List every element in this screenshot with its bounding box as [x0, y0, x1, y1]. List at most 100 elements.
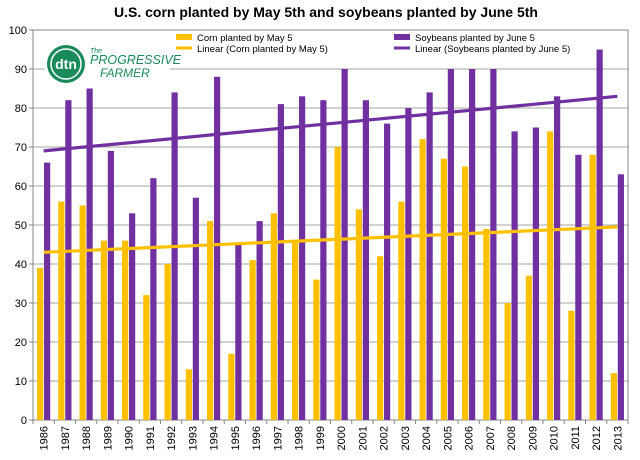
- logo-the: The: [90, 48, 102, 55]
- soybean-bar-2009: [532, 127, 539, 420]
- soybean-bar-1999: [320, 100, 327, 420]
- corn-bar-1991: [143, 295, 150, 420]
- soybean-bar-2006: [469, 69, 476, 420]
- soybean-bar-1996: [256, 221, 263, 420]
- x-tick-label: 2010: [549, 426, 561, 450]
- corn-bar-2010: [547, 131, 554, 420]
- logo-line1: PROGRESSIVE: [90, 53, 182, 67]
- soybean-bar-2001: [362, 100, 369, 420]
- soybean-bar-1992: [171, 92, 178, 421]
- x-tick-label: 1988: [81, 426, 93, 450]
- x-tick-label: 1991: [145, 426, 157, 450]
- x-tick-label: 1998: [294, 426, 306, 450]
- x-tick-label: 2005: [442, 426, 454, 450]
- soybean-bar-2005: [447, 69, 454, 420]
- soybean-bar-1994: [214, 76, 221, 421]
- corn-bar-1990: [122, 240, 129, 420]
- soybean-bar-1987: [65, 100, 72, 420]
- soybean-bar-1997: [277, 104, 284, 420]
- corn-bar-1996: [249, 260, 256, 420]
- x-tick-label: 1996: [251, 426, 263, 450]
- y-tick-label: 0: [21, 415, 27, 427]
- legend-swatch-bar: [176, 34, 192, 40]
- logo-badge-icon: [47, 45, 85, 83]
- corn-bar-2006: [462, 166, 469, 420]
- corn-bar-2012: [589, 154, 596, 421]
- y-tick-label: 80: [15, 103, 27, 115]
- soybean-bar-2004: [426, 92, 433, 421]
- soybean-bar-2012: [596, 49, 603, 420]
- soybean-bar-2000: [341, 69, 348, 420]
- soybean-bar-2003: [405, 108, 412, 420]
- legend-swatch-bar: [394, 34, 410, 40]
- corn-bar-1995: [228, 353, 235, 420]
- soybean-bar-1993: [192, 197, 199, 420]
- plot-area: 0 10 20 30 40 50 60 70 80 90 100 1986 1987 1988 1989 19…: [9, 25, 629, 450]
- corn-bar-1999: [313, 279, 320, 420]
- x-tick-label: 1997: [272, 426, 284, 450]
- y-tick-label: 40: [15, 259, 27, 271]
- x-tick-label: 1986: [39, 426, 51, 450]
- x-tick-label: 2004: [421, 426, 433, 450]
- x-tick-label: 1990: [124, 426, 136, 450]
- x-tick-label: 2000: [336, 426, 348, 450]
- x-tick-label: 2006: [464, 426, 476, 450]
- corn-trendline: [43, 225, 618, 254]
- soybean-bar-1988: [86, 88, 93, 420]
- chart-title: U.S. corn planted by May 5th and soybean…: [114, 4, 538, 20]
- x-tick-label: 1994: [209, 426, 221, 450]
- corn-bar-2000: [334, 147, 341, 420]
- soybean-bar-1991: [150, 178, 157, 420]
- corn-bar-1998: [292, 240, 299, 420]
- corn-bar-2004: [419, 139, 426, 420]
- corn-bar-1997: [270, 213, 277, 420]
- x-tick-label: 1995: [230, 426, 242, 450]
- x-tick-label: 1989: [102, 426, 114, 450]
- y-tick-label: 60: [15, 181, 27, 193]
- legend-entry: Corn planted by May 5: [197, 33, 293, 44]
- y-tick-label: 70: [15, 142, 27, 154]
- soybean-bar-2011: [575, 154, 582, 421]
- x-tick-label: 1987: [60, 426, 72, 450]
- soybean-bar-2010: [554, 96, 561, 421]
- corn-bar-2011: [568, 310, 575, 420]
- legend-entry: Linear (Corn planted by May 5): [197, 44, 328, 55]
- corn-bar-2008: [504, 303, 511, 420]
- x-tick-label: 1999: [315, 426, 327, 450]
- corn-bar-1988: [79, 205, 86, 420]
- soybean-bar-2007: [490, 69, 497, 420]
- logo-badge-ring: [50, 48, 82, 80]
- x-tick-label: 1992: [166, 426, 178, 450]
- soybean-bar-1998: [299, 96, 306, 421]
- y-tick-label: 30: [15, 298, 27, 310]
- x-tick-label: 2009: [527, 426, 539, 450]
- corn-bar-1992: [164, 264, 171, 420]
- y-tick-label: 100: [9, 25, 27, 37]
- y-tick-label: 10: [15, 376, 27, 388]
- x-tick-label: 2013: [612, 426, 624, 450]
- y-tick-label: 50: [15, 220, 27, 232]
- soybean-trendline: [43, 94, 618, 153]
- corn-bar-2009: [525, 275, 532, 420]
- logo-badge-text: dtn: [55, 56, 77, 72]
- corn-bar-2001: [355, 209, 362, 420]
- corn-bar-1994: [207, 221, 214, 420]
- corn-bar-1987: [58, 201, 65, 420]
- y-tick-label: 90: [15, 64, 27, 76]
- corn-bar-2013: [610, 373, 617, 420]
- x-tick-label: 2001: [357, 426, 369, 450]
- legend-entry: Linear (Soybeans planted by June 5): [415, 44, 570, 55]
- x-tick-label: 2008: [506, 426, 518, 450]
- x-tick-label: 2007: [485, 426, 497, 450]
- y-tick-label: 20: [15, 337, 27, 349]
- x-tick-label: 2012: [591, 426, 603, 450]
- corn-bar-2007: [483, 228, 490, 420]
- corn-bar-1986: [37, 267, 44, 420]
- soybean-bar-1989: [107, 150, 114, 420]
- x-tick-label: 2002: [379, 426, 391, 450]
- corn-bar-1993: [185, 369, 192, 420]
- corn-bar-2005: [440, 158, 447, 420]
- x-tick-label: 2003: [400, 426, 412, 450]
- soybean-bar-1990: [129, 213, 136, 420]
